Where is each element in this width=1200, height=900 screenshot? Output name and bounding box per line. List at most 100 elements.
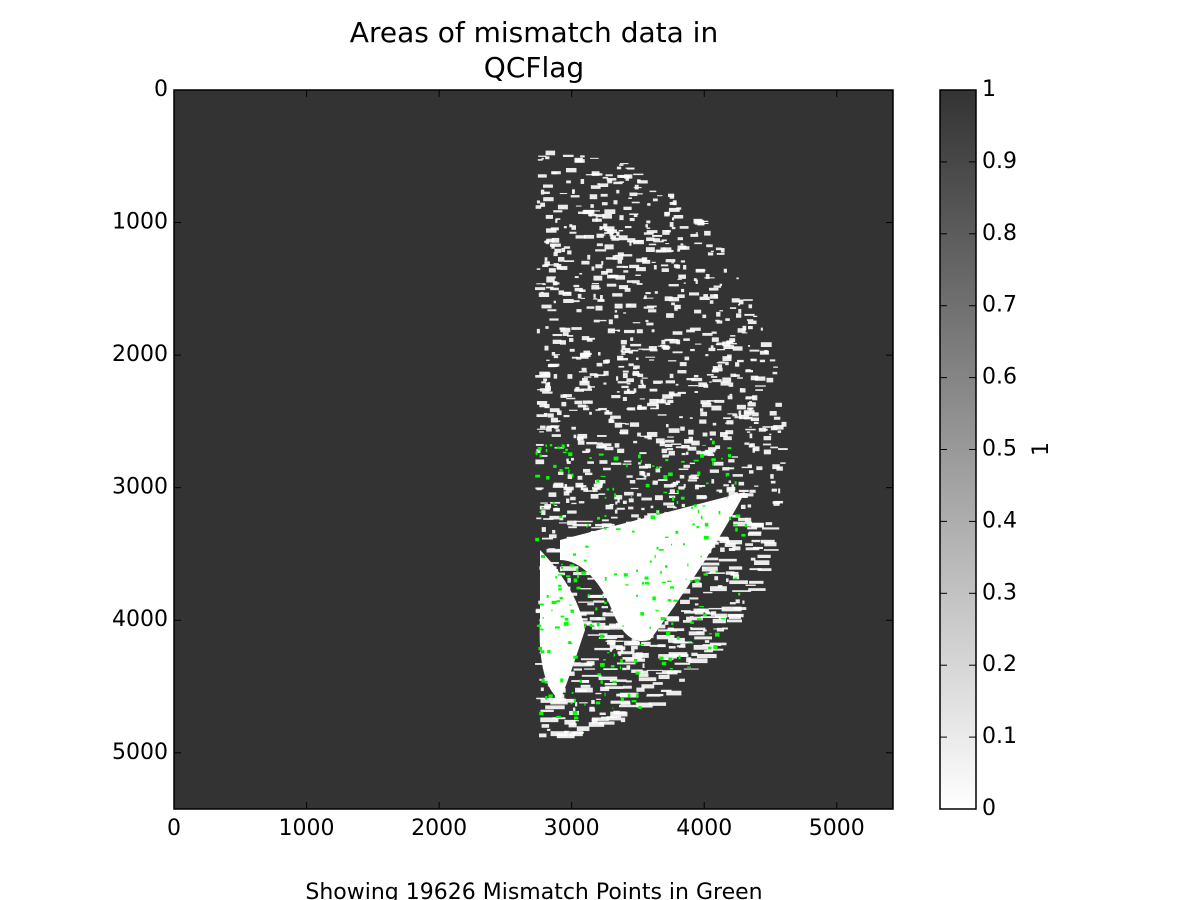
image-texture: [593, 298, 598, 300]
image-texture: [747, 402, 756, 407]
image-texture: [605, 257, 617, 260]
image-texture: [536, 414, 548, 418]
image-texture: [643, 475, 647, 478]
image-highlight: [576, 586, 581, 590]
image-texture: [675, 446, 685, 449]
image-texture: [570, 457, 574, 461]
image-texture: [683, 668, 699, 670]
image-texture: [603, 359, 609, 364]
image-texture: [536, 268, 541, 270]
image-texture: [602, 443, 612, 447]
image-texture: [668, 391, 675, 395]
image-texture: [667, 436, 674, 438]
image-texture: [612, 255, 624, 260]
image-texture: [603, 370, 609, 376]
image-texture: [554, 426, 559, 429]
image-texture: [719, 310, 724, 312]
image-texture: [598, 407, 607, 411]
image-highlight: [652, 465, 655, 467]
image-texture: [609, 649, 613, 652]
image: [174, 90, 893, 809]
image-texture: [662, 394, 674, 399]
image-texture: [764, 542, 777, 547]
image-texture: [674, 307, 678, 311]
image-texture: [548, 492, 557, 497]
image-texture: [731, 456, 739, 458]
image-highlight: [557, 574, 563, 576]
image-texture: [573, 731, 584, 735]
image-texture: [614, 303, 623, 309]
image-texture: [748, 444, 754, 448]
image-texture: [558, 256, 565, 262]
image-texture: [701, 402, 712, 408]
image-texture: [757, 568, 772, 572]
image-texture: [645, 292, 651, 295]
image-highlight: [548, 694, 553, 698]
image-texture: [535, 443, 544, 446]
image-texture: [711, 331, 717, 334]
image-texture: [603, 382, 607, 385]
image-texture: [665, 424, 669, 428]
image-texture: [712, 618, 726, 624]
image-highlight: [587, 593, 590, 597]
image-texture: [558, 290, 564, 295]
image-texture: [681, 610, 691, 612]
colorbar-tick-label: 0: [982, 796, 996, 821]
image-texture: [617, 651, 633, 655]
image-texture: [726, 486, 736, 491]
image-highlight: [660, 571, 662, 574]
image-texture: [736, 277, 739, 280]
image-texture: [737, 359, 744, 363]
image-highlight: [545, 444, 548, 447]
image-texture: [596, 233, 604, 238]
image-texture: [591, 285, 600, 290]
image-texture: [615, 501, 618, 505]
image-texture: [536, 200, 540, 204]
image-texture: [649, 190, 657, 193]
image-highlight: [668, 657, 673, 662]
image-texture: [687, 479, 698, 482]
image-texture: [777, 430, 782, 433]
image-highlight: [556, 600, 561, 603]
image-texture: [586, 338, 593, 342]
image-texture: [657, 345, 669, 347]
image-texture: [611, 516, 618, 519]
image-highlight: [556, 715, 561, 719]
image-texture: [760, 539, 775, 544]
image-highlight: [599, 634, 604, 639]
image-texture: [718, 489, 723, 493]
image-texture: [749, 580, 764, 584]
image-highlight: [682, 543, 685, 546]
image-highlight: [542, 617, 544, 619]
image-texture: [709, 287, 719, 291]
image-texture: [671, 262, 675, 264]
image-texture: [563, 491, 570, 496]
image-texture: [646, 237, 655, 242]
image-highlight: [650, 515, 655, 520]
image-texture: [677, 370, 687, 374]
image-texture: [546, 276, 556, 279]
image-texture: [762, 443, 772, 446]
image-texture: [576, 356, 582, 360]
image-texture: [590, 157, 599, 159]
image-texture: [646, 472, 651, 477]
image-texture: [581, 260, 590, 265]
image-texture: [589, 617, 601, 621]
image-texture: [643, 232, 654, 235]
image-texture: [678, 486, 685, 490]
image-texture: [566, 458, 569, 462]
image-highlight: [600, 475, 606, 477]
image-texture: [598, 637, 618, 639]
image-highlight: [560, 615, 565, 618]
image-texture: [623, 265, 629, 269]
image-highlight: [571, 691, 574, 694]
image-texture: [556, 410, 562, 416]
image-texture: [717, 364, 723, 368]
image-texture: [591, 699, 595, 704]
image-texture: [680, 246, 690, 250]
image-texture: [694, 484, 699, 490]
image-texture: [609, 645, 623, 649]
image-texture: [683, 338, 690, 341]
image-texture: [608, 319, 613, 325]
image-highlight: [741, 533, 746, 537]
